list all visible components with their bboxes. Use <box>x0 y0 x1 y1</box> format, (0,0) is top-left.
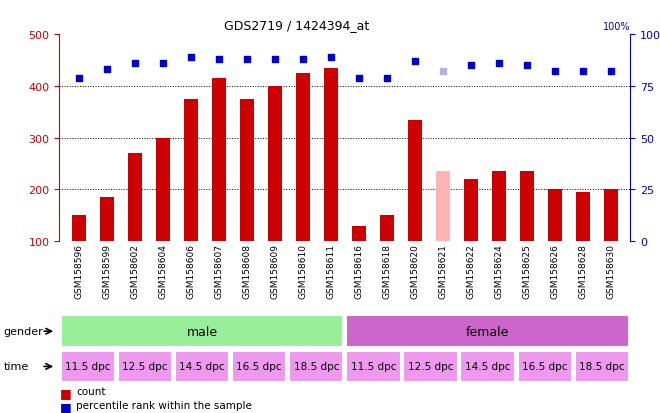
Text: gender: gender <box>3 326 43 337</box>
Point <box>158 61 168 67</box>
Point <box>298 57 308 63</box>
Bar <box>604 190 618 242</box>
Bar <box>61 351 115 382</box>
Bar <box>100 198 114 242</box>
Text: 12.5 dpc: 12.5 dpc <box>408 361 453 372</box>
Point <box>438 69 448 76</box>
Text: GSM158626: GSM158626 <box>550 244 559 299</box>
Bar <box>517 351 572 382</box>
Point <box>129 61 140 67</box>
Text: GSM158630: GSM158630 <box>607 244 615 299</box>
Bar <box>296 74 310 242</box>
Text: 100%: 100% <box>603 22 630 32</box>
Bar <box>461 351 515 382</box>
Text: GSM158624: GSM158624 <box>494 244 504 298</box>
Point <box>494 61 504 67</box>
Point <box>185 55 196 61</box>
Text: 12.5 dpc: 12.5 dpc <box>122 361 168 372</box>
Text: GSM158616: GSM158616 <box>354 244 364 299</box>
Bar <box>520 172 534 242</box>
Point <box>605 69 616 76</box>
Bar <box>61 316 343 347</box>
Text: male: male <box>187 325 218 338</box>
Bar <box>408 120 422 242</box>
Text: 11.5 dpc: 11.5 dpc <box>65 361 111 372</box>
Text: GSM158621: GSM158621 <box>438 244 447 299</box>
Text: 16.5 dpc: 16.5 dpc <box>522 361 568 372</box>
Text: ■: ■ <box>59 386 71 399</box>
Text: 14.5 dpc: 14.5 dpc <box>465 361 510 372</box>
Text: 11.5 dpc: 11.5 dpc <box>350 361 396 372</box>
Bar <box>492 172 506 242</box>
Point <box>521 63 532 69</box>
Text: GSM158620: GSM158620 <box>411 244 419 299</box>
Text: 18.5 dpc: 18.5 dpc <box>294 361 339 372</box>
Point <box>269 57 280 63</box>
Text: GSM158625: GSM158625 <box>522 244 531 299</box>
Text: GSM158596: GSM158596 <box>75 244 83 299</box>
Text: female: female <box>466 325 510 338</box>
Bar <box>212 79 226 242</box>
Bar <box>128 154 142 242</box>
Bar <box>352 226 366 242</box>
Point <box>354 75 364 82</box>
Bar <box>240 100 254 242</box>
Text: GSM158602: GSM158602 <box>131 244 139 299</box>
Bar <box>156 138 170 242</box>
Point <box>381 75 392 82</box>
Bar <box>118 351 172 382</box>
Text: GSM158599: GSM158599 <box>102 244 112 299</box>
Text: GSM158618: GSM158618 <box>382 244 391 299</box>
Bar <box>346 316 629 347</box>
Text: ■: ■ <box>59 400 71 413</box>
Text: percentile rank within the sample: percentile rank within the sample <box>76 400 251 410</box>
Point <box>242 57 252 63</box>
Bar <box>175 351 229 382</box>
Bar <box>289 351 343 382</box>
Point <box>465 63 476 69</box>
Bar <box>575 351 629 382</box>
Text: GSM158607: GSM158607 <box>214 244 224 299</box>
Bar <box>268 87 282 242</box>
Text: GSM158606: GSM158606 <box>186 244 195 299</box>
Bar <box>464 180 478 242</box>
Text: GSM158628: GSM158628 <box>578 244 587 299</box>
Text: GSM158611: GSM158611 <box>326 244 335 299</box>
Bar <box>576 192 590 242</box>
Bar <box>232 351 286 382</box>
Point <box>214 57 224 63</box>
Text: count: count <box>76 386 106 396</box>
Point <box>410 59 420 65</box>
Text: GSM158609: GSM158609 <box>271 244 279 299</box>
Text: 18.5 dpc: 18.5 dpc <box>579 361 624 372</box>
Bar <box>346 351 401 382</box>
Bar <box>436 172 450 242</box>
Point <box>74 75 84 82</box>
Text: GSM158622: GSM158622 <box>466 244 475 298</box>
Bar <box>72 216 86 242</box>
Bar <box>380 216 394 242</box>
Text: GSM158608: GSM158608 <box>242 244 251 299</box>
Point <box>550 69 560 76</box>
Text: time: time <box>3 361 28 372</box>
Bar <box>403 351 457 382</box>
Text: GSM158604: GSM158604 <box>158 244 168 299</box>
Text: GDS2719 / 1424394_at: GDS2719 / 1424394_at <box>224 19 370 31</box>
Text: 16.5 dpc: 16.5 dpc <box>236 361 282 372</box>
Point <box>578 69 588 76</box>
Text: GSM158610: GSM158610 <box>298 244 308 299</box>
Bar <box>324 69 338 242</box>
Bar <box>548 190 562 242</box>
Point <box>102 67 112 74</box>
Text: 14.5 dpc: 14.5 dpc <box>180 361 225 372</box>
Point <box>325 55 336 61</box>
Bar <box>184 100 198 242</box>
